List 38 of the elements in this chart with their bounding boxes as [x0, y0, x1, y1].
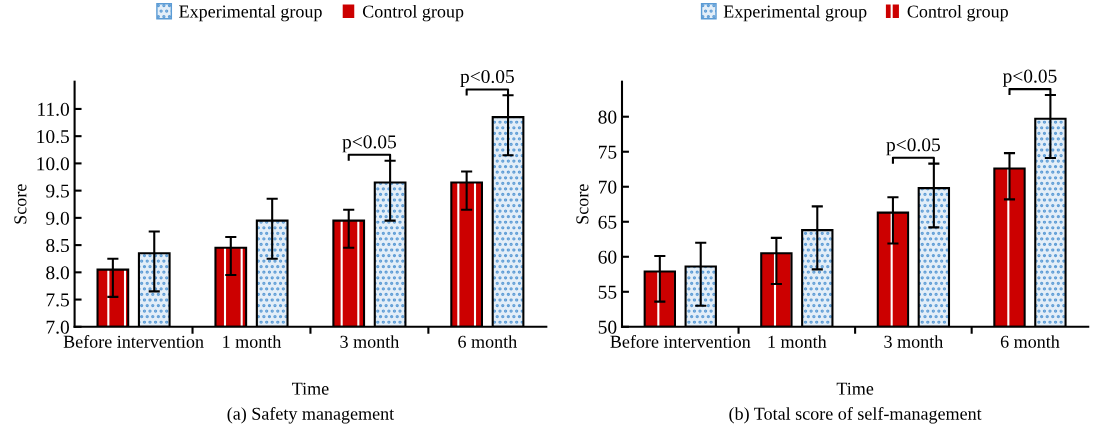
y-tick-label: 10.5 — [37, 129, 69, 144]
x-tick-label: 6 month — [1000, 335, 1060, 348]
y-axis-title: Score — [576, 184, 589, 224]
annotation: p<0.05 — [1002, 69, 1057, 87]
x-tick-label: 6 month — [458, 335, 517, 348]
legend-label: Experimental group — [179, 4, 322, 22]
y-tick-label: 70 — [598, 180, 617, 194]
x-tick-label: Before intervention — [610, 334, 751, 348]
y-tick-label: 80 — [598, 110, 617, 124]
y-tick-label: 7.5 — [46, 293, 69, 307]
x-tick-label: 1 month — [223, 335, 282, 348]
annotation: p<0.05 — [342, 135, 397, 153]
x-tick-label: 3 month — [340, 335, 400, 348]
y-tick-label: 75 — [598, 145, 617, 159]
y-tick-label: 50 — [598, 320, 617, 334]
legend-label: Control group — [907, 4, 1008, 22]
text: (a) Safety management — [227, 406, 395, 424]
text: (b) Total score of self-management — [729, 406, 982, 424]
y-axis-title: Score — [14, 184, 27, 224]
y-tick-label: 7.0 — [46, 320, 69, 334]
y-tick-label: 65 — [598, 215, 617, 229]
y-tick-label: 55 — [598, 285, 617, 299]
y-tick-label: 8.0 — [46, 266, 69, 280]
y-tick-label: 60 — [598, 250, 617, 264]
x-tick-label: 3 month — [884, 335, 943, 348]
y-tick-label: 11.0 — [38, 102, 69, 116]
y-tick-label: 9.5 — [46, 184, 69, 198]
x-tick-label: 1 month — [768, 335, 827, 348]
legend-label: Experimental group — [723, 4, 867, 22]
annotation: p<0.05 — [886, 138, 940, 156]
legend-label: Control group — [362, 4, 464, 22]
x-axis-title: Time — [836, 382, 874, 395]
annotation: p<0.05 — [460, 69, 514, 87]
x-axis-title: Time — [292, 382, 329, 395]
y-tick-label: 8.5 — [46, 238, 69, 253]
y-tick-label: 9.0 — [46, 211, 69, 225]
x-tick-label: Before intervention — [63, 334, 204, 348]
y-tick-label: 10.0 — [37, 157, 69, 171]
